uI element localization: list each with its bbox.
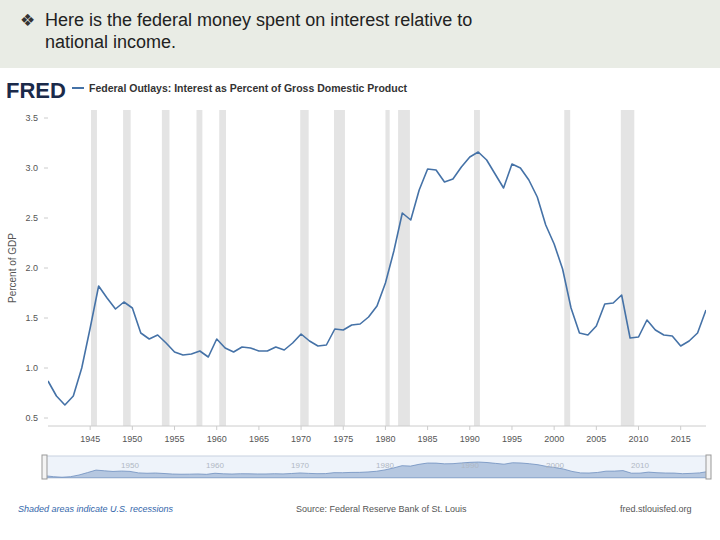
- recession-band: [474, 110, 480, 426]
- x-tick-label: 1945: [80, 434, 100, 444]
- x-tick: [258, 426, 259, 430]
- x-tick-label: 2015: [671, 434, 691, 444]
- x-tick: [469, 426, 470, 430]
- x-tick-label: 2010: [628, 434, 648, 444]
- navigator-tick-label: 1990: [461, 461, 479, 470]
- footnote: Shaded areas indicate U.S. recessions: [18, 504, 174, 514]
- recessions: [91, 110, 634, 426]
- x-tick: [680, 426, 681, 430]
- x-tick-label: 1970: [291, 434, 311, 444]
- chart-container: FRED Federal Outlays: Interest as Percent…: [0, 68, 720, 540]
- x-tick: [385, 426, 386, 430]
- x-tick-label: 1995: [502, 434, 522, 444]
- recession-band: [91, 110, 97, 426]
- x-tick-label: 1985: [418, 434, 438, 444]
- y-tick-label: 1.0: [25, 363, 38, 373]
- x-tick: [596, 426, 597, 430]
- x-tick-label: 1990: [460, 434, 480, 444]
- y-tick: [44, 218, 48, 219]
- recession-band: [300, 110, 308, 426]
- x-tick: [301, 426, 302, 430]
- x-tick-label: 1955: [165, 434, 185, 444]
- x-tick: [216, 426, 217, 430]
- legend-swatch: [72, 87, 84, 89]
- y-axis-label: Percent of GDP: [7, 233, 18, 303]
- navigator-tick-label: 2010: [631, 461, 649, 470]
- recession-band: [621, 110, 634, 426]
- url: fred.stlouisfed.org: [620, 504, 692, 514]
- chart-svg: FRED Federal Outlays: Interest as Percent…: [0, 68, 720, 540]
- slide-title: Here is the federal money spent on inter…: [45, 9, 505, 53]
- recession-band: [564, 110, 570, 426]
- y-tick-label: 3.5: [25, 113, 38, 123]
- y-tick: [44, 418, 48, 419]
- x-tick-label: 1975: [333, 434, 353, 444]
- navigator-tick-label: 2000: [546, 461, 564, 470]
- y-tick-label: 0.5: [25, 413, 38, 423]
- navigator-tick-label: 1980: [376, 461, 394, 470]
- x-tick-label: 2000: [544, 434, 564, 444]
- recession-band: [334, 110, 345, 426]
- x-tick-label: 1980: [375, 434, 395, 444]
- x-tick: [174, 426, 175, 430]
- recession-band: [123, 110, 131, 426]
- x-axis: [48, 426, 706, 427]
- bullet: ❖: [20, 10, 35, 30]
- x-tick: [511, 426, 512, 430]
- series: [48, 152, 706, 405]
- y-tick: [44, 318, 48, 319]
- slide-header: ❖ Here is the federal money spent on int…: [0, 0, 720, 68]
- x-tick: [132, 426, 133, 430]
- logo: FRED: [6, 78, 66, 103]
- x-tick-label: 1950: [122, 434, 142, 444]
- y-tick: [44, 368, 48, 369]
- recession-band: [219, 110, 226, 426]
- x-tick: [90, 426, 91, 430]
- series-line: [48, 152, 706, 405]
- x-tick: [343, 426, 344, 430]
- recession-band: [162, 110, 170, 426]
- x-tick-label: 1960: [207, 434, 227, 444]
- x-tick-label: 2005: [586, 434, 606, 444]
- y-tick-label: 3.0: [25, 163, 38, 173]
- recession-band: [398, 110, 410, 426]
- x-tick: [427, 426, 428, 430]
- y-tick-label: 2.5: [25, 213, 38, 223]
- x-tick: [638, 426, 639, 430]
- y-tick: [44, 118, 48, 119]
- y-tick: [44, 168, 48, 169]
- x-tick-label: 1965: [249, 434, 269, 444]
- y-tick: [44, 268, 48, 269]
- y-tick-label: 2.0: [25, 263, 38, 273]
- x-tick: [554, 426, 555, 430]
- navigator-tick-label: 1960: [206, 461, 224, 470]
- recession-band: [196, 110, 202, 426]
- source: Source: Federal Reserve Bank of St. Loui…: [296, 504, 467, 514]
- navigator-tick-label: 1970: [291, 461, 309, 470]
- background: [0, 68, 720, 540]
- navigator-handle: [42, 455, 47, 479]
- legend-title: Federal Outlays: Interest as Percent of …: [89, 82, 408, 94]
- navigator: [45, 456, 708, 478]
- navigator-handle: [706, 455, 711, 479]
- y-tick-label: 1.5: [25, 313, 38, 323]
- navigator-tick-label: 1950: [121, 461, 139, 470]
